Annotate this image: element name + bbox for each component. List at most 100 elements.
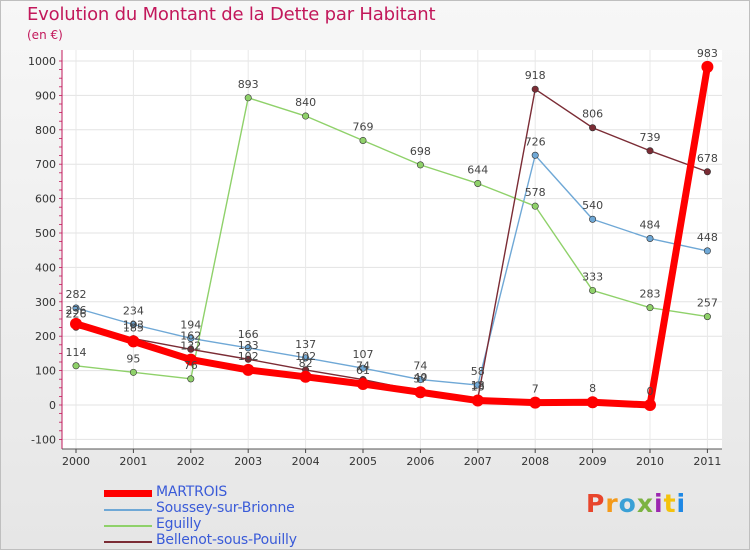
data-point-eguilly: [359, 136, 367, 144]
data-label-martrois: 132: [180, 340, 201, 353]
data-label-bellenot-sous-pouilly: 678: [697, 152, 718, 165]
x-tick-label: 2001: [119, 455, 147, 468]
data-point-martrois: [184, 353, 197, 366]
data-point-martrois: [299, 370, 312, 383]
data-point-eguilly: [72, 362, 80, 370]
data-label-soussey-sur-brionne: 137: [295, 338, 316, 351]
data-point-eguilly: [416, 161, 424, 169]
data-point-eguilly: [646, 304, 654, 312]
data-point-eguilly: [589, 286, 597, 294]
data-label-bellenot-sous-pouilly: 18: [471, 379, 485, 392]
logo-letter: t: [663, 489, 677, 518]
series-line-martrois: [72, 63, 711, 409]
data-label-bellenot-sous-pouilly: 918: [525, 69, 546, 82]
data-label-soussey-sur-brionne: 107: [353, 348, 374, 361]
x-tick-label: 2006: [406, 455, 434, 468]
legend-swatch-bellenot: [104, 541, 152, 543]
data-label-eguilly: 257: [697, 297, 718, 310]
x-tick-label: 2009: [579, 455, 607, 468]
data-point-martrois: [127, 335, 140, 348]
data-label-bellenot-sous-pouilly: 806: [582, 108, 603, 121]
legend-swatch-eguilly: [104, 525, 152, 527]
data-label-martrois: 82: [299, 357, 313, 370]
data-point-martrois: [701, 60, 714, 73]
data-point-soussey-sur-brionne: [244, 344, 252, 352]
data-label-bellenot-sous-pouilly: 74: [356, 360, 370, 373]
data-label-martrois: 61: [356, 364, 370, 377]
data-point-bellenot-sous-pouilly: [646, 147, 654, 155]
data-label-soussey-sur-brionne: 194: [180, 318, 201, 331]
logo-letter: i: [676, 489, 687, 518]
data-point-bellenot-sous-pouilly: [703, 168, 711, 176]
data-point-martrois: [242, 363, 255, 376]
data-label-eguilly: 333: [582, 270, 603, 283]
data-point-eguilly: [302, 112, 310, 120]
proxiti-logo: Proxiti: [586, 489, 686, 518]
data-point-soussey-sur-brionne: [129, 321, 137, 329]
series-line-eguilly: [75, 97, 709, 380]
data-label-martrois: 983: [697, 47, 718, 60]
data-label-martrois: 37: [413, 372, 427, 385]
data-label-eguilly: 769: [353, 120, 374, 133]
data-point-eguilly: [129, 368, 137, 376]
data-point-martrois: [357, 378, 369, 391]
legend-label-bellenot: Bellenot-sous-Pouilly: [156, 532, 297, 548]
legend-label-martrois: MARTROIS: [156, 484, 228, 500]
x-tick-label: 2008: [521, 455, 549, 468]
data-point-soussey-sur-brionne: [187, 334, 195, 342]
logo-letter: r: [605, 489, 619, 518]
data-point-eguilly: [703, 313, 711, 321]
data-point-eguilly: [531, 202, 539, 210]
data-point-martrois: [414, 386, 427, 399]
y-tick-label: 1000: [28, 55, 56, 68]
data-label-martrois: 0: [647, 385, 654, 398]
data-label-martrois: 236: [66, 304, 87, 317]
x-tick-label: 2005: [349, 455, 377, 468]
data-label-martrois: 7: [532, 383, 539, 396]
data-label-eguilly: 698: [410, 145, 431, 158]
data-point-martrois: [586, 396, 599, 409]
data-point-soussey-sur-brionne: [302, 354, 310, 362]
data-label-soussey-sur-brionne: 282: [66, 288, 87, 301]
y-tick-label: 600: [35, 193, 56, 206]
data-point-bellenot-sous-pouilly: [244, 355, 252, 363]
data-label-eguilly: 76: [184, 359, 198, 372]
data-point-soussey-sur-brionne: [531, 151, 539, 159]
y-tick-label: 800: [35, 124, 56, 137]
data-point-bellenot-sous-pouilly: [589, 124, 597, 132]
data-point-martrois: [70, 317, 82, 330]
data-point-bellenot-sous-pouilly: [531, 85, 539, 93]
data-label-eguilly: 893: [238, 78, 259, 91]
y-tick-label: 0: [49, 399, 56, 412]
logo-letter: x: [636, 489, 654, 518]
x-tick-label: 2011: [693, 455, 721, 468]
data-label-eguilly: 644: [467, 163, 488, 176]
series-line-soussey-sur-brionne: [75, 154, 709, 386]
y-tick-label: 700: [35, 158, 56, 171]
data-label-martrois: 102: [238, 350, 259, 363]
data-label-bellenot-sous-pouilly: 102: [295, 350, 316, 363]
data-label-soussey-sur-brionne: 166: [238, 328, 259, 341]
y-tick-label: 200: [35, 330, 56, 343]
data-label-eguilly: 114: [66, 346, 87, 359]
legend-label-eguilly: Eguilly: [156, 516, 202, 532]
legend-label-soussey: Soussey-sur-Brionne: [156, 500, 295, 516]
data-point-martrois: [471, 394, 484, 407]
y-tick-label: -100: [31, 433, 56, 446]
data-point-soussey-sur-brionne: [359, 364, 367, 372]
data-label-soussey-sur-brionne: 540: [582, 199, 603, 212]
chart-title: Evolution du Montant de la Dette par Hab…: [27, 4, 436, 25]
legend-swatch-soussey: [104, 509, 152, 511]
data-point-eguilly: [474, 179, 482, 187]
data-label-bellenot-sous-pouilly: 193: [123, 319, 144, 332]
legend-swatch-martrois: [104, 490, 152, 497]
data-point-martrois: [529, 396, 542, 409]
data-point-martrois: [644, 399, 656, 411]
data-label-soussey-sur-brionne: 74: [413, 360, 427, 373]
data-label-martrois: 185: [123, 321, 144, 334]
x-tick-label: 2010: [636, 455, 664, 468]
x-tick-label: 2000: [62, 455, 90, 468]
logo-letter: P: [586, 489, 606, 518]
y-tick-label: 400: [35, 261, 56, 274]
plot-area: [62, 50, 722, 449]
